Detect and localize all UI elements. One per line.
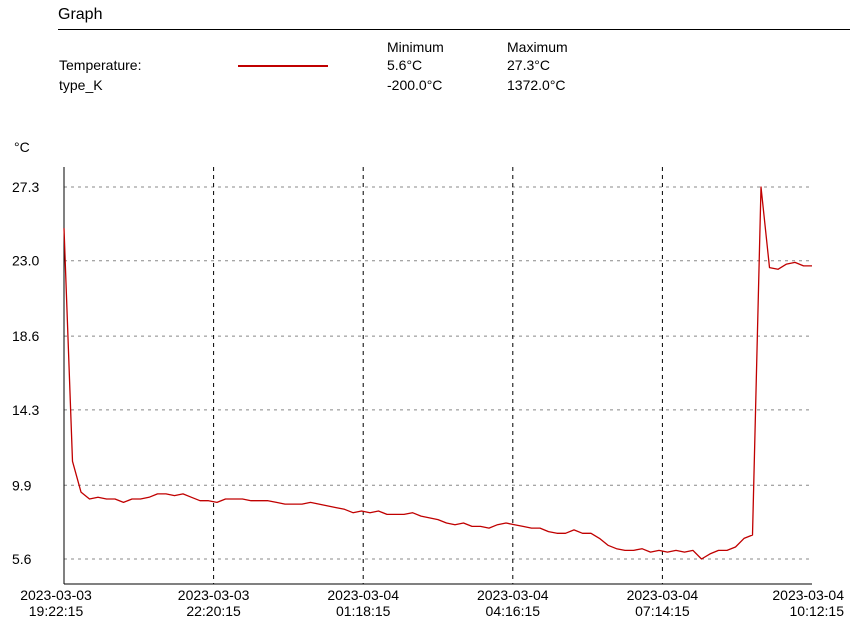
y-tick-label: 14.3 [12, 402, 39, 418]
minimum-header: Minimum [387, 39, 444, 55]
x-tick-time: 07:14:15 [635, 603, 690, 619]
y-tick-label: 27.3 [12, 179, 39, 195]
sensor-type-min: -200.0°C [387, 77, 443, 93]
y-tick-label: 5.6 [12, 551, 32, 567]
temperature-series-line [63, 186, 812, 560]
x-tick-date: 2023-03-04 [772, 587, 844, 603]
x-tick-date: 2023-03-03 [20, 587, 92, 603]
y-tick-label: 23.0 [12, 253, 39, 269]
x-tick-time: 22:20:15 [186, 603, 241, 619]
graph-title: Graph [58, 6, 103, 23]
legend-line-swatch [238, 65, 328, 67]
legend-series-name: Temperature: [59, 57, 142, 73]
x-tick-date: 2023-03-04 [627, 587, 699, 603]
sensor-type-max: 1372.0°C [507, 77, 566, 93]
y-tick-label: 9.9 [12, 477, 32, 493]
x-tick-date: 2023-03-04 [477, 587, 549, 603]
legend-series-max: 27.3°C [507, 57, 550, 73]
x-tick-date: 2023-03-03 [178, 587, 250, 603]
x-tick-time: 01:18:15 [336, 603, 391, 619]
x-tick-date: 2023-03-04 [327, 587, 399, 603]
sensor-type-name: type_K [59, 77, 103, 93]
x-tick-time: 10:12:15 [790, 603, 845, 619]
x-tick-time: 04:16:15 [486, 603, 541, 619]
maximum-header: Maximum [507, 39, 568, 55]
x-tick-time: 19:22:15 [29, 603, 84, 619]
legend-series-min: 5.6°C [387, 57, 423, 73]
y-tick-label: 18.6 [12, 328, 39, 344]
y-axis-unit: °C [14, 139, 30, 155]
title-divider [58, 29, 850, 30]
